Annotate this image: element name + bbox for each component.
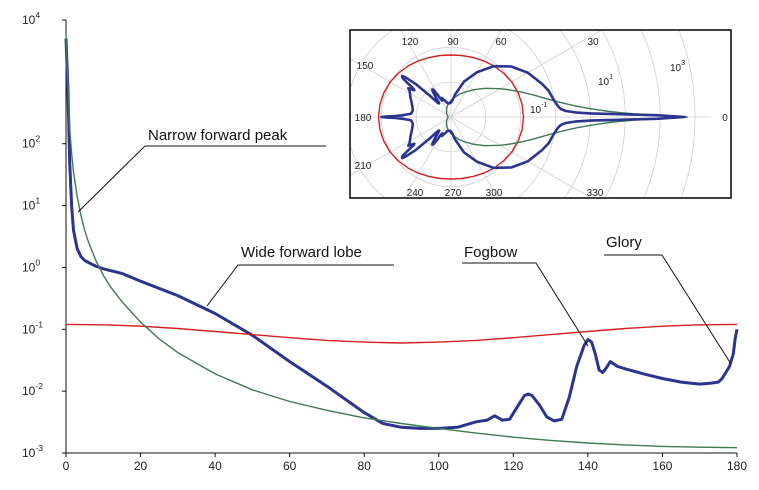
inset-angle-label: 210 [355,161,372,172]
annotation-leader [206,264,394,307]
annotation-leader [604,254,732,365]
series-line-0 [64,38,739,430]
inset-radial-label: 101 [598,72,613,88]
annotation-narrow-forward-peak: Narrow forward peak [148,127,288,144]
x-tick-label: 140 [578,459,598,473]
y-tick-label: 101 [22,196,40,213]
x-tick-label: 20 [134,459,148,473]
x-tick-label: 60 [283,459,297,473]
inset-angle-label: 180 [355,113,372,124]
series-line-2 [65,33,738,449]
inset-series-2 [445,87,688,147]
inset-angle-label: 150 [357,61,374,72]
inset-angle-label: 120 [402,37,419,48]
annotation-glory: Glory [606,234,642,251]
main-axes: 0 20 40 60 80 100 120 140 160 180 10-3 10-2 10-1 100 1… [22,10,747,473]
inset-labels: 0 30 60 90 120 150 180 210 240 270 300 330 10-1 101 10… [355,37,729,199]
inset-series-0 [379,64,686,170]
y-tick-label: 10-1 [22,319,43,336]
x-tick-label: 100 [429,459,449,473]
inset-angle-label: 60 [495,37,507,48]
annotation-wide-forward-lobe: Wide forward lobe [241,244,362,261]
y-tick-label: 100 [22,257,40,274]
inset-angle-label: 30 [587,37,599,48]
y-tick-label: 10-3 [22,443,43,460]
main-series-group [64,33,739,449]
inset-angle-spoke [351,58,591,197]
inset-radial-label: 10-1 [530,100,548,116]
annotation-leaders [77,145,732,365]
x-tick-label: 120 [503,459,523,473]
inset-angle-label: 0 [722,113,728,124]
polar-inset: 0 30 60 90 120 150 180 210 240 270 300 330 10-1 101 10… [349,29,732,199]
inset-angle-label: 240 [407,188,424,199]
y-tick-label: 104 [22,10,40,27]
x-tick-label: 0 [63,459,70,473]
x-tick-label: 40 [208,459,222,473]
y-tick-label: 10-2 [22,381,43,398]
x-tick-label: 180 [727,459,747,473]
inset-series-group [377,54,688,180]
inset-angle-label: 90 [447,37,459,48]
inset-radial-label: 103 [670,58,685,74]
x-tick-label: 80 [358,459,372,473]
annotation-fogbow: Fogbow [464,244,518,261]
x-tick-label: 160 [652,459,672,473]
series-line-1 [65,323,738,344]
inset-series-1 [377,54,525,180]
annotation-leader [77,145,326,213]
y-tick-label: 102 [22,134,40,151]
inset-angle-label: 300 [486,188,503,199]
inset-angle-label: 270 [445,188,462,199]
annotation-leader [462,262,589,347]
inset-angle-label: 330 [587,188,604,199]
